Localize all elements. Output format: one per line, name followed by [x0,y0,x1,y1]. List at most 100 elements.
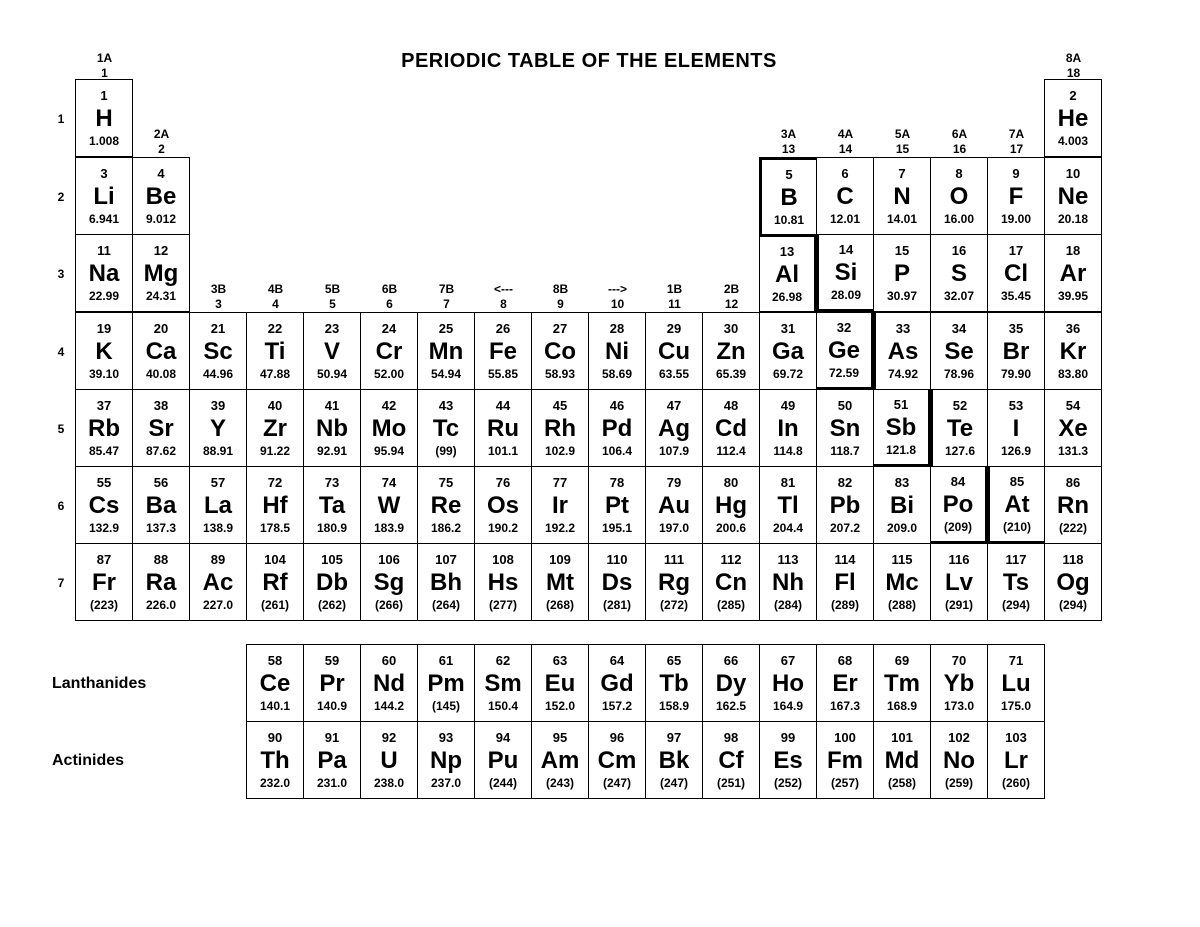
atomic-mass: (277) [489,598,517,613]
atomic-number: 25 [439,321,453,337]
element-cell-Sb: 51Sb121.8 [873,389,931,467]
group-label-roman: 3B [211,281,226,297]
atomic-mass: (285) [717,598,745,613]
atomic-number: 90 [268,730,282,746]
element-cell-Eu: 63Eu152.0 [531,644,589,722]
element-cell-Cs: 55Cs132.9 [75,466,133,544]
atomic-mass: (258) [888,776,916,791]
period-label-5: 5 [50,422,76,436]
element-symbol: Pt [605,491,629,521]
element-symbol: Ce [260,669,291,699]
atomic-number: 93 [439,730,453,746]
element-cell-Ge: 32Ge72.59 [816,312,874,390]
element-cell-Ts: 117Ts(294) [987,543,1045,621]
element-symbol: N [893,182,910,212]
atomic-mass: 150.4 [488,699,518,714]
atomic-number: 41 [325,398,339,414]
element-symbol: Al [775,260,799,290]
atomic-mass: (209) [944,520,972,535]
element-symbol: Np [430,746,462,776]
atomic-number: 34 [952,321,966,337]
atomic-mass: 50.94 [317,367,347,382]
atomic-number: 89 [211,552,225,568]
atomic-number: 49 [781,398,795,414]
element-symbol: Ds [602,568,633,598]
element-symbol: Tl [777,491,798,521]
element-symbol: Th [260,746,289,776]
atomic-mass: 192.2 [545,521,575,536]
atomic-mass: 44.96 [203,367,233,382]
element-symbol: Ho [772,669,804,699]
atomic-mass: 132.9 [89,521,119,536]
group-label-roman: 3A [781,126,796,142]
element-cell-Xe: 54Xe131.3 [1044,389,1102,467]
element-symbol: Sr [148,414,173,444]
group-label-number: 16 [953,142,966,156]
atomic-number: 72 [268,475,282,491]
atomic-number: 79 [667,475,681,491]
element-symbol: S [951,259,967,289]
element-symbol: Nb [316,414,348,444]
element-cell-Ca: 20Ca40.08 [132,312,190,390]
group-header-18: 8A18 [1045,50,1102,80]
element-symbol: Cs [89,491,120,521]
element-symbol: Ca [146,337,177,367]
atomic-number: 28 [610,321,624,337]
element-symbol: Ne [1058,182,1089,212]
group-header-10: --->10 [589,235,646,313]
element-symbol: F [1009,182,1024,212]
atomic-mass: (294) [1059,598,1087,613]
actinides-label: Actinides [50,752,247,770]
element-symbol: H [95,104,112,134]
element-symbol: Li [93,182,114,212]
atomic-number: 74 [382,475,396,491]
atomic-mass: 78.96 [944,367,974,382]
atomic-number: 31 [781,321,795,337]
atomic-mass: 232.0 [260,776,290,791]
element-symbol: B [780,183,797,213]
element-symbol: Mo [372,414,407,444]
group-label-number: 6 [386,297,393,311]
element-symbol: Se [944,337,973,367]
atomic-mass: 40.08 [146,367,176,382]
element-symbol: Rh [544,414,576,444]
element-symbol: Og [1056,568,1089,598]
element-symbol: Ti [265,337,286,367]
group-header-17: 7A17 [988,80,1045,158]
element-cell-Te: 52Te127.6 [930,389,988,467]
element-cell-Ar: 18Ar39.95 [1044,234,1102,312]
element-cell-Li: 3Li6.941 [75,157,133,235]
element-symbol: P [894,259,910,289]
element-cell-Sn: 50Sn118.7 [816,389,874,467]
element-symbol: Lv [945,568,973,598]
atomic-mass: (291) [945,598,973,613]
group-label-roman: 6B [382,281,397,297]
atomic-number: 14 [839,242,853,258]
element-symbol: Ta [319,491,345,521]
element-symbol: Lr [1004,746,1028,776]
element-symbol: Bi [890,491,914,521]
atomic-mass: 112.4 [716,444,745,459]
element-cell-Ba: 56Ba137.3 [132,466,190,544]
element-cell-Sr: 38Sr87.62 [132,389,190,467]
atomic-mass: (272) [660,598,688,613]
element-symbol: Nh [772,568,804,598]
group-label-roman: 2A [154,126,169,142]
element-symbol: Ga [772,337,804,367]
element-symbol: He [1058,104,1089,134]
element-cell-Zr: 40Zr91.22 [246,389,304,467]
atomic-mass: 197.0 [659,521,689,536]
element-cell-Fm: 100Fm(257) [816,721,874,799]
element-symbol: Rb [88,414,120,444]
atomic-mass: 238.0 [374,776,404,791]
group-label-roman: 4B [268,281,283,297]
atomic-mass: 20.18 [1058,212,1088,227]
atomic-number: 75 [439,475,453,491]
atomic-mass: (259) [945,776,973,791]
element-symbol: Kr [1060,337,1087,367]
atomic-mass: 12.01 [830,212,860,227]
atomic-mass: 164.9 [773,699,803,714]
group-label-number: 10 [611,297,624,311]
atomic-number: 108 [492,552,514,568]
group-header-6: 6B6 [361,235,418,313]
